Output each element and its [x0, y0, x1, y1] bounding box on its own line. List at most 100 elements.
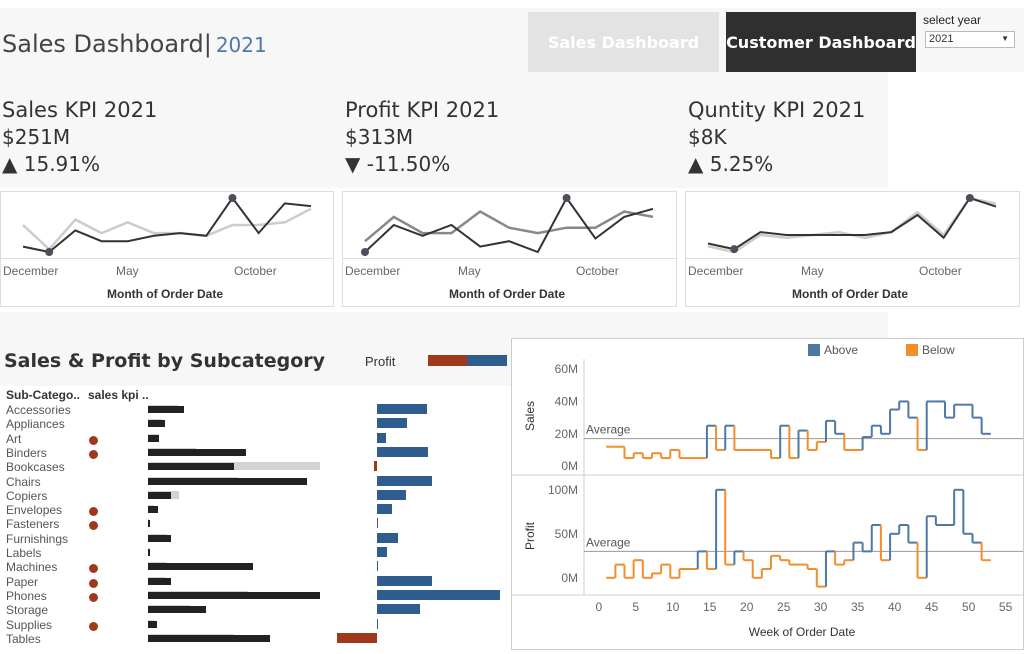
kpi-change-value: 5.25%: [709, 152, 774, 176]
sales-bar[interactable]: [148, 434, 159, 442]
x-tick: 40: [888, 600, 902, 614]
profit-bar[interactable]: [377, 475, 432, 486]
y-tick: 100M: [548, 483, 578, 497]
y-tick: 20M: [555, 427, 578, 441]
profit-bar[interactable]: [377, 404, 427, 414]
profit-sparkline-panel: December May October Month of Order Date: [342, 191, 677, 307]
column-header-subcategory[interactable]: Sub-Catego..: [6, 388, 80, 402]
subcategory-label[interactable]: Phones: [6, 588, 47, 603]
profit-bar[interactable]: [377, 618, 378, 629]
x-tick: 20: [740, 600, 754, 614]
profit-bar[interactable]: [337, 632, 377, 643]
y-tick: 0M: [561, 571, 578, 585]
y-axis-title: Sales: [523, 401, 537, 431]
profit-bar[interactable]: [374, 461, 377, 472]
x-tick: 15: [703, 600, 717, 614]
sparkline-marker[interactable]: [228, 194, 237, 202]
kpi-indicator-dot: [89, 592, 98, 602]
customer-dashboard-button[interactable]: Customer Dashboard: [726, 12, 916, 72]
sparkline-marker[interactable]: [965, 194, 974, 202]
profit-bar[interactable]: [377, 561, 378, 572]
profit-bar[interactable]: [377, 518, 378, 529]
year-select[interactable]: 2021 ▼: [925, 31, 1015, 48]
subcategory-label[interactable]: Appliances: [6, 417, 65, 432]
profit-bar[interactable]: [377, 604, 420, 615]
sales-bar[interactable]: [148, 634, 270, 642]
subcategory-label[interactable]: Accessories: [6, 403, 71, 417]
sparkline-marker[interactable]: [562, 194, 571, 202]
profit-bar[interactable]: [377, 532, 398, 543]
kpi-indicator-dot: [89, 564, 98, 574]
sales-bar[interactable]: [148, 563, 253, 571]
subcategory-label[interactable]: Fasteners: [6, 517, 60, 532]
subcategory-label[interactable]: Furnishings: [6, 531, 69, 546]
legend-label: Above: [824, 343, 858, 357]
profit-bar[interactable]: [377, 489, 406, 500]
subcategory-label[interactable]: Tables: [6, 631, 41, 646]
subcategory-label[interactable]: Bookcases: [6, 460, 65, 475]
subcategory-label[interactable]: Chairs: [6, 474, 41, 489]
legend-swatch: [808, 344, 820, 356]
subcategory-label[interactable]: Storage: [6, 603, 49, 618]
subcategory-label[interactable]: Labels: [6, 546, 42, 560]
sales-bar[interactable]: [148, 448, 246, 456]
profit-bar[interactable]: [377, 432, 386, 443]
subcategory-label[interactable]: Supplies: [6, 617, 53, 632]
column-header-sales-kpi[interactable]: sales kpi ..: [88, 388, 149, 402]
page-title: Sales Dashboard| 2021: [2, 30, 267, 58]
title-text: Sales Dashboard: [2, 30, 204, 58]
sales-bar[interactable]: [148, 506, 158, 514]
profit-bar[interactable]: [377, 575, 432, 586]
x-tick: December: [345, 264, 401, 278]
sales-bar[interactable]: [148, 420, 165, 428]
y-tick: 0M: [561, 459, 578, 473]
sales-bar[interactable]: [148, 477, 307, 485]
subcategory-label[interactable]: Binders: [6, 445, 47, 460]
sales-bar[interactable]: [148, 520, 150, 528]
previous-year-line: [364, 210, 654, 243]
year-select-label: select year: [923, 13, 982, 27]
profit-bar[interactable]: [377, 547, 387, 557]
x-tick: 10: [666, 600, 680, 614]
sparkline-marker[interactable]: [361, 248, 369, 256]
kpi-value: $251M: [2, 125, 71, 149]
sales-bar[interactable]: [148, 549, 150, 556]
kpi-title: Sales KPI 2021: [2, 98, 158, 122]
subcategory-label[interactable]: Paper: [6, 574, 39, 589]
x-tick: 0: [595, 600, 602, 614]
subcategory-label[interactable]: Art: [6, 431, 22, 446]
x-tick: October: [919, 264, 962, 278]
divider: [1, 258, 333, 259]
sales-bar[interactable]: [148, 620, 157, 628]
legend-swatch: [906, 344, 918, 356]
profit-bar[interactable]: [377, 446, 428, 457]
sales-bar[interactable]: [148, 606, 206, 614]
subcategory-label[interactable]: Envelopes: [6, 503, 63, 518]
quantity-sparkline: [707, 194, 997, 254]
sales-dashboard-button[interactable]: Sales Dashboard: [528, 12, 719, 72]
sales-bar[interactable]: [148, 591, 320, 599]
kpi-change: ▲ 15.91%: [2, 152, 157, 176]
kpi-profit: Profit KPI 2021 $313M ▼ -11.50%: [345, 98, 499, 176]
sales-bar[interactable]: [148, 463, 234, 471]
subcategory-label[interactable]: Machines: [6, 560, 58, 575]
kpi-indicator-dot: [89, 521, 98, 531]
sales-bar[interactable]: [148, 406, 184, 413]
sales-bar[interactable]: [148, 534, 171, 542]
profit-bar[interactable]: [377, 589, 500, 600]
up-arrow-icon: ▲: [688, 152, 704, 176]
profit-bar[interactable]: [377, 504, 392, 515]
sparkline-marker[interactable]: [45, 248, 54, 256]
sparkline-marker[interactable]: [730, 245, 739, 254]
x-axis-title: Week of Order Date: [749, 625, 856, 639]
x-tick: 50: [962, 600, 976, 614]
subcategory-label[interactable]: Copiers: [6, 488, 48, 503]
sales-bar[interactable]: [148, 491, 171, 499]
x-tick: 25: [777, 600, 791, 614]
sales-sparkline-panel: December May October Month of Order Date: [0, 191, 334, 307]
sales-bar[interactable]: [148, 577, 171, 585]
previous-sales-bar[interactable]: [148, 462, 320, 471]
profit-bar[interactable]: [377, 418, 407, 429]
weekly-chart: Above Below 0M 20M 40M 60M Sales Average 0M 50M 10…: [512, 343, 1023, 639]
quantity-sparkline-panel: December May October Month of Order Date: [685, 191, 1020, 307]
